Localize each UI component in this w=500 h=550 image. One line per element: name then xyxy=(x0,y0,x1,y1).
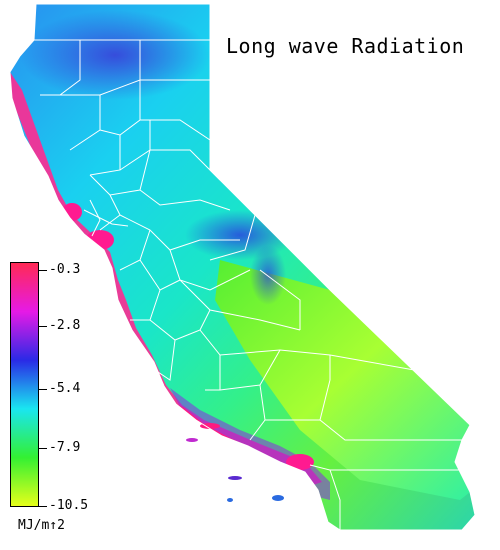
legend-label-4: -10.5 xyxy=(49,498,89,513)
legend-units: MJ/m↑2 xyxy=(18,518,65,533)
state-outline xyxy=(9,3,476,531)
map-title: Long wave Radiation xyxy=(226,34,465,58)
legend-tick-1 xyxy=(39,326,47,327)
legend-tick-2 xyxy=(39,389,47,390)
legend-color-bar xyxy=(10,262,39,507)
channel-islands xyxy=(186,423,284,502)
legend-tick-0 xyxy=(39,270,47,271)
legend-tick-3 xyxy=(39,448,47,449)
legend-label-2: -5.4 xyxy=(49,381,81,396)
legend-label-0: -0.3 xyxy=(49,262,81,277)
county-boundaries xyxy=(30,39,471,530)
legend-tick-4 xyxy=(39,506,47,507)
legend-label-3: -7.9 xyxy=(49,440,81,455)
legend-label-1: -2.8 xyxy=(49,318,81,333)
